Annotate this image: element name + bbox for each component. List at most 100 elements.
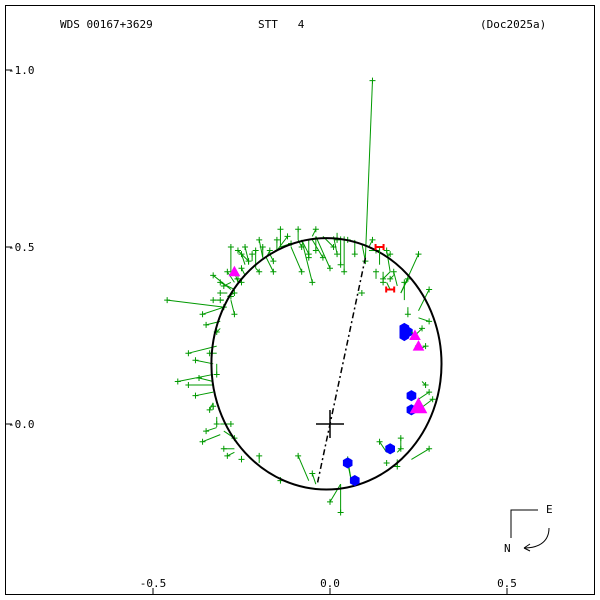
- residual-line: [269, 253, 274, 262]
- visual-measure-marker: [238, 456, 245, 463]
- visual-measure-marker: [203, 321, 210, 328]
- visual-measure-marker: [295, 226, 302, 233]
- residual-line: [216, 328, 221, 333]
- residual-line: [311, 239, 324, 258]
- x-tick-label: 0.5: [497, 577, 517, 590]
- visual-measure-marker: [242, 244, 249, 250]
- speckle-measure-marker: [349, 475, 360, 487]
- visual-measure-marker: [217, 297, 224, 304]
- visual-measure-marker: [256, 236, 263, 243]
- visual-measure-marker: [210, 272, 217, 279]
- residual-line: [265, 257, 274, 273]
- interferometric-measure-marker: [228, 265, 241, 277]
- visual-measure-marker: [206, 406, 213, 413]
- visual-measure-marker: [394, 463, 401, 470]
- visual-measure-marker: [369, 236, 376, 243]
- residual-line: [227, 451, 235, 457]
- residual-line: [418, 289, 430, 311]
- visual-measure-marker: [270, 268, 277, 275]
- visual-measure-marker: [429, 396, 436, 403]
- visual-measure-marker: [337, 261, 344, 268]
- visual-measure-marker: [273, 236, 280, 243]
- residual-line: [241, 253, 246, 265]
- orbit-ellipse: [210, 237, 443, 491]
- visual-measure-marker: [234, 275, 241, 282]
- visual-measure-marker: [224, 452, 231, 459]
- residual-line: [382, 271, 391, 280]
- residual-line: [315, 236, 331, 269]
- residual-line: [198, 377, 214, 383]
- residual-line: [411, 448, 430, 460]
- residual-line: [311, 229, 317, 237]
- residual-line: [195, 359, 214, 365]
- y-tick-label: -0.0: [8, 418, 35, 431]
- special-measure-marker: [385, 286, 396, 293]
- compass-north-label: N: [504, 542, 511, 555]
- x-tick-label: -0.5: [140, 577, 167, 590]
- visual-measure-marker: [383, 459, 390, 466]
- residual-line: [230, 299, 235, 315]
- residual-line: [368, 239, 373, 248]
- visual-measure-marker: [415, 251, 422, 258]
- visual-measure-marker: [419, 325, 426, 332]
- residual-line: [329, 483, 342, 503]
- visual-measure-marker: [376, 438, 383, 445]
- visual-measure-marker: [327, 498, 333, 505]
- speckle-measures: [342, 322, 417, 487]
- visual-measure-marker: [380, 279, 387, 286]
- interferometric-measure-marker: [409, 329, 421, 340]
- visual-measure-marker: [327, 265, 333, 272]
- visual-measure-marker: [309, 279, 316, 286]
- visual-measure-marker: [256, 268, 263, 275]
- residual-line: [396, 448, 402, 453]
- visual-measure-marker: [305, 254, 312, 261]
- residual-line: [418, 317, 430, 322]
- speckle-measure-marker: [342, 457, 353, 469]
- speckle-measure-marker: [406, 390, 417, 402]
- residual-line: [195, 391, 214, 397]
- residual-line: [244, 246, 250, 262]
- residual-line: [202, 306, 224, 315]
- visual-measure-marker: [387, 251, 394, 258]
- residual-line: [205, 427, 217, 432]
- visual-measure-marker: [227, 244, 234, 250]
- visual-measure-marker: [426, 318, 433, 325]
- visual-measure-marker: [203, 428, 210, 435]
- visual-measure-marker: [373, 268, 380, 275]
- visual-measure-marker: [231, 311, 238, 318]
- y-tick-label: -0.5: [8, 241, 35, 254]
- residual-line: [389, 274, 395, 280]
- compass-rotation-arrow: [523, 527, 550, 549]
- y-tick-label: -1.0: [8, 64, 35, 77]
- residual-line: [177, 373, 214, 383]
- compass-axes: [510, 509, 538, 538]
- visual-measure-marker: [213, 371, 220, 378]
- visual-measure-marker: [426, 445, 433, 452]
- visual-measure-marker: [224, 268, 231, 275]
- interferometric-measures: [228, 265, 428, 414]
- visual-measure-marker: [309, 470, 316, 477]
- visual-measure-marker: [298, 244, 305, 250]
- visual-measure-marker: [422, 382, 429, 389]
- visual-measure-marker: [256, 452, 263, 459]
- visual-measure-marker: [426, 389, 433, 396]
- residual-line: [276, 236, 288, 251]
- visual-measure-marker: [238, 265, 245, 272]
- primary-star-group: [316, 410, 344, 438]
- visual-measure-marker: [426, 286, 433, 293]
- visual-measure-marker: [185, 382, 192, 389]
- visual-measure-marker: [312, 247, 319, 254]
- x-tick-label: 0.0: [320, 577, 340, 590]
- visual-measure-marker: [249, 251, 256, 258]
- residual-line: [386, 282, 391, 290]
- visual-measure-marker: [192, 392, 199, 399]
- visual-measure-marker: [199, 438, 206, 445]
- residual-line: [418, 391, 430, 400]
- residual-line: [297, 455, 310, 481]
- visual-measure-marker: [358, 290, 365, 297]
- residual-line: [212, 274, 232, 290]
- visual-measure-marker: [369, 77, 376, 84]
- visual-measure-marker: [164, 297, 171, 304]
